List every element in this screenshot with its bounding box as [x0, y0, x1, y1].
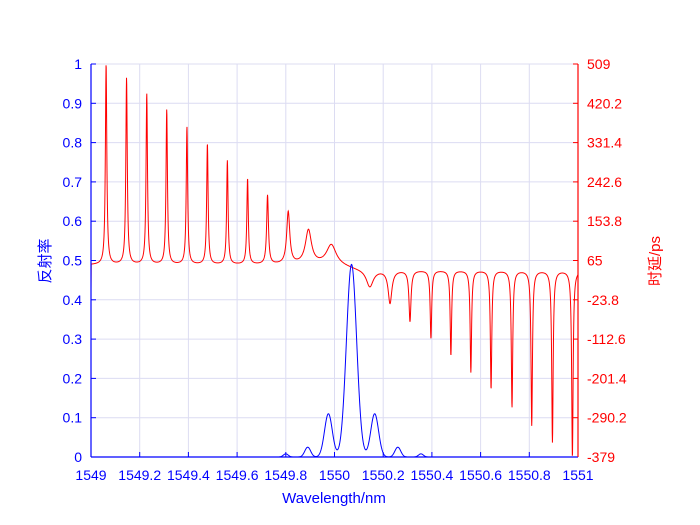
- y-right-tick-label: 420.2: [587, 95, 622, 111]
- x-tick-label: 1549.6: [216, 467, 259, 483]
- y-left-tick-label: 0.6: [63, 213, 83, 229]
- x-tick-label: 1549: [75, 467, 106, 483]
- axes: 1549 1549.2 1549.4 1549.6 1549.8 1550 1550.2 15…: [63, 56, 627, 483]
- x-tick-label: 1549.2: [118, 467, 161, 483]
- y-left-tick-label: 0: [74, 449, 82, 465]
- x-tick-label: 1550.2: [362, 467, 405, 483]
- y-right-tick-label: -290.2: [587, 410, 627, 426]
- y-right-tick-label: 242.6: [587, 174, 622, 190]
- y-left-tick-label: 0.7: [63, 174, 83, 190]
- x-tick-label: 1550.4: [410, 467, 453, 483]
- y-left-tick-label: 0.4: [63, 292, 83, 308]
- y-left-tick-label: 0.1: [63, 410, 83, 426]
- y-right-tick-label: -379: [587, 449, 615, 465]
- x-tick-label: 1550.8: [508, 467, 551, 483]
- y-right-tick-label: 331.4: [587, 135, 622, 151]
- x-tick-label: 1551: [562, 467, 593, 483]
- series-delay-line: [90, 65, 579, 456]
- y-left-tick-label: 1: [74, 56, 82, 72]
- y-right-tick-label: 65: [587, 253, 603, 269]
- x-tick-label: 1549.8: [264, 467, 307, 483]
- y-right-tick-label: -201.4: [587, 370, 627, 386]
- y-right-tick-label: 153.8: [587, 213, 622, 229]
- y-left-tick-label: 0.9: [63, 95, 83, 111]
- y-left-tick-label: 0.8: [63, 135, 83, 151]
- x-tick-label: 1549.4: [167, 467, 210, 483]
- x-axis-label: Wavelength/nm: [282, 490, 386, 507]
- y-left-tick-label: 0.2: [63, 370, 83, 386]
- x-tick-label: 1550.6: [459, 467, 502, 483]
- y-axis-right-label: 时延/ps: [647, 236, 664, 286]
- y-right-tick-label: -23.8: [587, 292, 619, 308]
- y-left-tick-label: 0.5: [63, 253, 83, 269]
- y-right-tick-label: 509: [587, 56, 611, 72]
- x-tick-label: 1550: [319, 467, 350, 483]
- y-left-tick-label: 0.3: [63, 331, 83, 347]
- y-axis-left-label: 反射率: [37, 238, 54, 283]
- y-right-tick-label: -112.6: [587, 331, 626, 347]
